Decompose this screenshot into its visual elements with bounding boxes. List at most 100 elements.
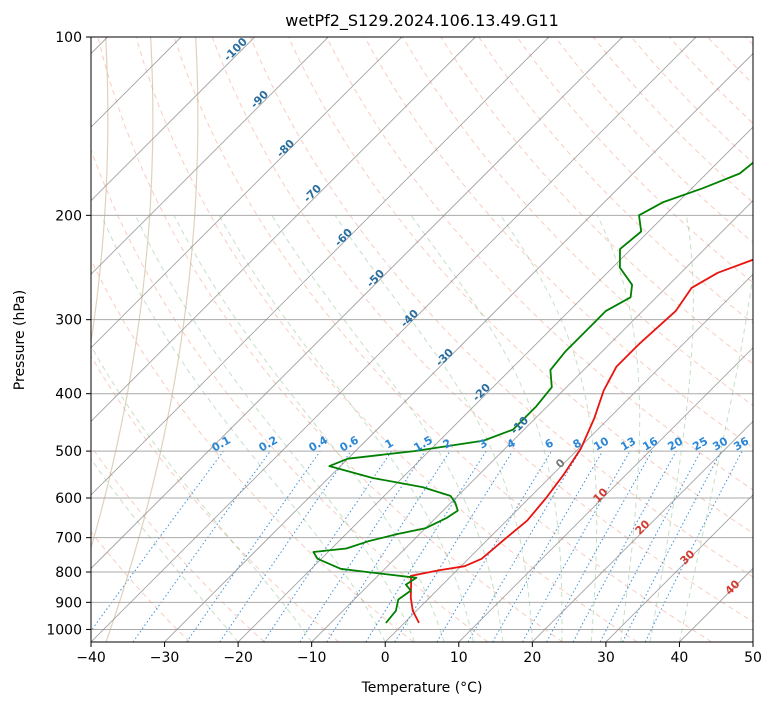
y-tick-label: 1000 bbox=[46, 622, 82, 638]
dry-adiabat-line bbox=[91, 531, 191, 642]
chart-title: wetPf2_S129.2024.106.13.49.G11 bbox=[285, 11, 559, 31]
dry-adiabat-line bbox=[91, 148, 489, 642]
y-tick-label: 800 bbox=[55, 565, 82, 581]
mixing-ratio-line bbox=[394, 450, 514, 642]
moist-adiabat-line bbox=[91, 457, 239, 642]
moist-adiabat-line bbox=[410, 215, 563, 642]
dry-adiabat-line bbox=[91, 258, 414, 642]
y-tick-label: 200 bbox=[55, 208, 82, 224]
x-tick-label: 20 bbox=[523, 650, 541, 666]
moist-adiabat-label: 40 bbox=[723, 577, 743, 597]
dry-adiabat-line bbox=[135, 37, 638, 642]
reference-curve-line bbox=[91, 37, 154, 550]
mixing-ratio-label: 4 bbox=[505, 436, 518, 451]
dry-adiabat-label: -80 bbox=[274, 137, 297, 160]
mixing-ratio-label: 13 bbox=[618, 435, 638, 454]
isotherm-line bbox=[91, 37, 623, 570]
isotherm-line bbox=[91, 37, 329, 275]
x-tick-label: −20 bbox=[223, 650, 253, 666]
dry-adiabat-line bbox=[516, 37, 753, 284]
mixing-ratio-label: 25 bbox=[690, 435, 710, 454]
mixing-ratio-label: 30 bbox=[710, 434, 730, 453]
x-axis-ticks: −40 −30 −20 −10 0 10 20 30 40 50 bbox=[76, 642, 762, 666]
y-tick-label: 500 bbox=[55, 444, 82, 460]
moist-adiabat-line bbox=[91, 345, 313, 642]
x-axis-label: Temperature (°C) bbox=[361, 680, 483, 696]
moist-adiabat-line bbox=[334, 215, 533, 642]
x-tick-label: 10 bbox=[450, 650, 468, 666]
dry-adiabat-label: -10 bbox=[508, 414, 531, 437]
moist-adiabat-label: 0 bbox=[553, 456, 568, 471]
isotherm-line bbox=[532, 420, 753, 642]
y-tick-label: 900 bbox=[55, 595, 82, 611]
isotherm-lines bbox=[91, 37, 753, 642]
plot-frame bbox=[90, 36, 754, 643]
dry-adiabat-line bbox=[440, 37, 753, 365]
moist-adiabat-line bbox=[271, 215, 504, 642]
moist-adiabat-line bbox=[649, 215, 694, 642]
mixing-ratio-label: 16 bbox=[640, 434, 660, 453]
dry-adiabat-line bbox=[97, 37, 563, 642]
moist-adiabat-line bbox=[596, 215, 641, 642]
isobar-lines bbox=[91, 37, 753, 630]
isotherm-line bbox=[311, 200, 753, 642]
reference-curve-line bbox=[105, 37, 199, 642]
mixing-ratio-label: 8 bbox=[571, 436, 584, 451]
isotherm-line bbox=[752, 641, 753, 642]
dry-adiabat-line bbox=[211, 37, 753, 623]
mixing-ratio-label: 20 bbox=[665, 434, 685, 453]
y-tick-label: 100 bbox=[55, 30, 82, 46]
dry-adiabat-label: -60 bbox=[332, 226, 355, 249]
mixing-ratio-label: 6 bbox=[543, 436, 556, 451]
dewpoint-line bbox=[312, 161, 753, 624]
mixing-ratio-line bbox=[467, 450, 581, 642]
isotherm-line bbox=[164, 52, 753, 642]
dry-adiabat-line bbox=[91, 355, 340, 642]
y-tick-label: 600 bbox=[55, 491, 82, 507]
mixing-ratio-line bbox=[91, 450, 224, 632]
dry-adiabat-line bbox=[249, 37, 753, 578]
mixing-ratio-label: 2 bbox=[441, 436, 454, 451]
temperature-line bbox=[409, 258, 753, 624]
x-tick-label: −40 bbox=[76, 650, 106, 666]
mixing-ratio-line bbox=[186, 450, 321, 642]
moist-adiabat-line bbox=[218, 215, 474, 642]
moist-adiabat-label: 20 bbox=[633, 517, 653, 537]
mixing-ratio-line bbox=[436, 450, 552, 642]
dry-adiabat-line bbox=[745, 37, 753, 46]
mixing-ratio-line bbox=[644, 450, 743, 642]
mixing-ratio-line bbox=[132, 450, 271, 642]
dry-adiabat-label: -100 bbox=[221, 35, 250, 64]
dry-adiabat-label: -40 bbox=[398, 307, 421, 330]
x-tick-label: 0 bbox=[381, 650, 390, 666]
moist-adiabat-line bbox=[500, 215, 598, 642]
dry-adiabat-line bbox=[478, 37, 753, 324]
dry-adiabat-label: -50 bbox=[364, 267, 387, 290]
y-axis-ticks: 1000 900 800 700 600 500 400 300 200 100 bbox=[46, 30, 91, 638]
mixing-ratio-line bbox=[546, 450, 653, 642]
mixing-ratio-line bbox=[219, 450, 352, 642]
y-tick-label: 300 bbox=[55, 313, 82, 329]
dry-adiabat-label: -30 bbox=[433, 346, 456, 369]
dry-adiabat-line bbox=[707, 37, 753, 85]
y-tick-label: 400 bbox=[55, 387, 82, 403]
dry-adiabat-label: -20 bbox=[470, 381, 493, 404]
mixing-ratio-label: 36 bbox=[731, 434, 751, 453]
dry-adiabat-line bbox=[554, 37, 753, 244]
isotherm-line bbox=[91, 37, 255, 202]
isotherm-line bbox=[384, 273, 753, 642]
x-tick-label: 30 bbox=[597, 650, 615, 666]
mixing-ratio-line bbox=[263, 450, 392, 642]
dry-adiabat-label: -70 bbox=[301, 182, 324, 205]
moist-adiabat-line bbox=[678, 270, 753, 642]
x-tick-label: −30 bbox=[150, 650, 180, 666]
isotherm-line bbox=[91, 37, 550, 496]
x-tick-label: −10 bbox=[297, 650, 327, 666]
dry-adiabat-label: -90 bbox=[248, 88, 271, 111]
mixing-ratio-line bbox=[522, 450, 631, 642]
moist-adiabat-label: 10 bbox=[591, 485, 611, 505]
dry-adiabat-line bbox=[402, 37, 753, 407]
isotherm-line bbox=[679, 567, 753, 642]
profile-series bbox=[312, 161, 753, 624]
